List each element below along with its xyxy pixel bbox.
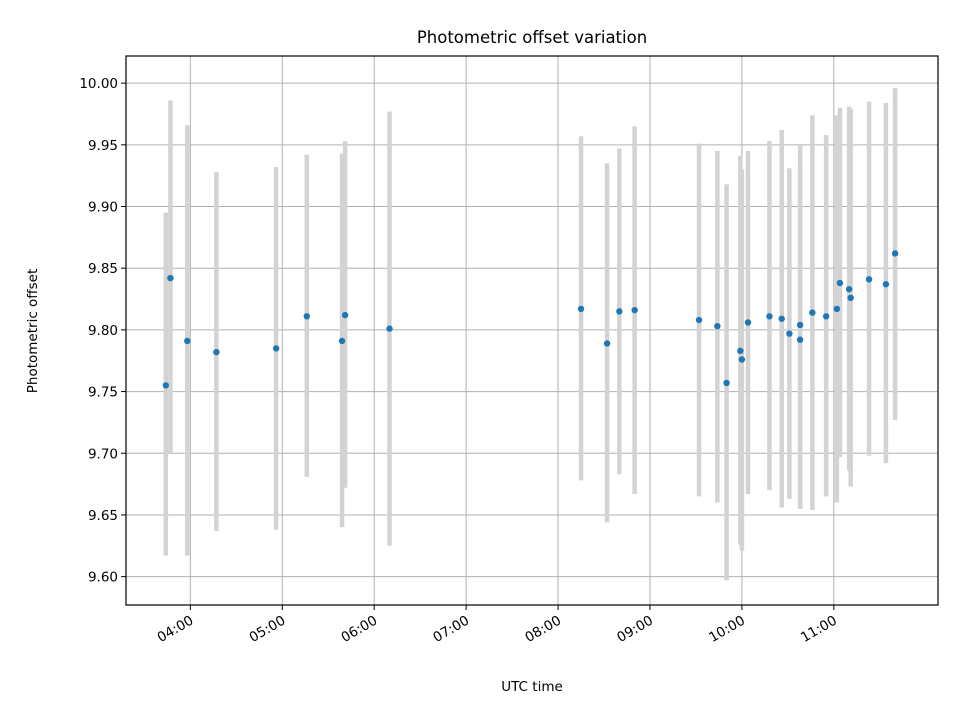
error-bars [163, 88, 898, 581]
x-axis-ticks: 04:00 05:00 06:00 07:00 08:00 09:00 10:00 11:00 [155, 605, 840, 646]
data-point [786, 330, 793, 337]
data-point [737, 347, 744, 355]
data-point [213, 348, 220, 356]
y-tick-label: 9.80 [88, 323, 118, 339]
x-tick-label: 10:00 [706, 613, 748, 646]
data-point [845, 285, 853, 293]
data-point [303, 313, 310, 320]
data-point [184, 337, 191, 345]
x-axis-label: UTC time [501, 679, 563, 695]
data-point [162, 382, 170, 389]
data-point [616, 308, 623, 315]
y-tick-label: 9.65 [88, 508, 118, 524]
y-tick-label: 9.85 [88, 261, 118, 277]
data-point [695, 316, 703, 324]
data-point [796, 336, 804, 343]
y-tick-label: 9.95 [88, 138, 118, 154]
x-tick-label: 11:00 [798, 613, 840, 646]
y-tick-label: 9.75 [88, 385, 118, 401]
x-tick-label: 08:00 [522, 613, 564, 646]
data-point [723, 379, 730, 387]
data-point [386, 325, 393, 332]
data-point [338, 337, 346, 345]
x-tick-label: 05:00 [247, 613, 289, 646]
data-point [833, 305, 841, 313]
y-tick-label: 9.60 [88, 570, 118, 586]
data-point [603, 340, 611, 347]
data-point [822, 313, 830, 320]
data-point [796, 321, 804, 329]
data-point [809, 309, 816, 316]
y-tick-label: 9.90 [88, 200, 118, 216]
data-point [778, 315, 785, 322]
data-point [865, 276, 873, 283]
y-tick-label: 10.00 [79, 76, 118, 92]
y-axis-ticks: 9.60 9.65 9.70 9.75 9.80 9.85 9.90 9.95 10.00 [79, 76, 126, 586]
data-point [631, 306, 638, 314]
grid-lines [126, 56, 938, 605]
x-tick-label: 09:00 [614, 613, 656, 646]
data-point [341, 311, 349, 319]
chart-title: Photometric offset variation [417, 28, 647, 47]
data-point [744, 319, 752, 326]
plot-frame [125, 55, 939, 606]
data-point [766, 313, 773, 320]
data-point [167, 274, 174, 282]
data-point [714, 322, 721, 330]
data-point [882, 281, 890, 288]
data-point [836, 279, 844, 287]
x-tick-label: 06:00 [339, 613, 381, 646]
x-tick-label: 07:00 [430, 613, 472, 646]
data-point [577, 305, 585, 313]
data-point [847, 294, 854, 302]
y-axis-label: Photometric offset [25, 269, 41, 393]
data-point [738, 356, 746, 363]
data-point [272, 345, 280, 352]
x-tick-label: 04:00 [155, 613, 197, 646]
data-point [891, 250, 899, 257]
y-tick-label: 9.70 [88, 446, 118, 462]
data-points [162, 250, 899, 389]
